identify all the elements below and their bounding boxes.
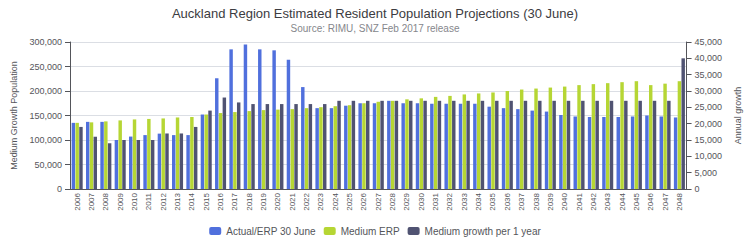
- svg-text:Annual growth: Annual growth: [733, 87, 743, 145]
- svg-text:250,000: 250,000: [29, 62, 62, 72]
- svg-text:2030: 2030: [417, 192, 426, 210]
- svg-text:2010: 2010: [130, 192, 139, 210]
- svg-text:2007: 2007: [87, 192, 96, 210]
- svg-text:2026: 2026: [359, 192, 368, 210]
- svg-text:2031: 2031: [431, 192, 440, 210]
- svg-text:2015: 2015: [202, 192, 211, 210]
- svg-text:2039: 2039: [546, 192, 555, 210]
- svg-text:2033: 2033: [460, 192, 469, 210]
- svg-text:2011: 2011: [144, 192, 153, 210]
- svg-text:2041: 2041: [575, 192, 584, 210]
- svg-text:15,000: 15,000: [695, 135, 723, 145]
- svg-text:2024: 2024: [331, 192, 340, 210]
- svg-text:2027: 2027: [374, 192, 383, 210]
- svg-text:2022: 2022: [302, 192, 311, 210]
- svg-text:2028: 2028: [388, 192, 397, 210]
- svg-text:2047: 2047: [661, 192, 670, 210]
- svg-text:2038: 2038: [532, 192, 541, 210]
- svg-text:2042: 2042: [589, 192, 598, 210]
- svg-text:25,000: 25,000: [695, 102, 723, 112]
- svg-text:200,000: 200,000: [29, 86, 62, 96]
- svg-text:100,000: 100,000: [29, 135, 62, 145]
- svg-text:2008: 2008: [101, 192, 110, 210]
- svg-text:2009: 2009: [116, 192, 125, 210]
- svg-text:2037: 2037: [517, 192, 526, 210]
- svg-text:2017: 2017: [230, 192, 239, 210]
- svg-text:2046: 2046: [646, 192, 655, 210]
- svg-text:20,000: 20,000: [695, 119, 723, 129]
- svg-text:2040: 2040: [560, 192, 569, 210]
- svg-text:2019: 2019: [259, 192, 268, 210]
- svg-text:2012: 2012: [159, 192, 168, 210]
- svg-text:Medium Growth Population: Medium Growth Population: [9, 61, 19, 170]
- svg-text:35,000: 35,000: [695, 70, 723, 80]
- svg-text:2025: 2025: [345, 192, 354, 210]
- svg-text:2043: 2043: [603, 192, 612, 210]
- svg-text:0: 0: [57, 184, 62, 194]
- svg-text:2045: 2045: [632, 192, 641, 210]
- svg-text:0: 0: [695, 184, 700, 194]
- svg-text:2013: 2013: [173, 192, 182, 210]
- svg-text:Medium growth per 1 year: Medium growth per 1 year: [425, 226, 542, 237]
- svg-text:40,000: 40,000: [695, 53, 723, 63]
- svg-text:2032: 2032: [445, 192, 454, 210]
- svg-text:2020: 2020: [273, 192, 282, 210]
- svg-text:2023: 2023: [316, 192, 325, 210]
- svg-text:2036: 2036: [503, 192, 512, 210]
- svg-text:50,000: 50,000: [34, 160, 62, 170]
- svg-text:10,000: 10,000: [695, 151, 723, 161]
- svg-text:Auckland Region Estimated Resi: Auckland Region Estimated Resident Popul…: [172, 6, 578, 21]
- svg-text:5,000: 5,000: [695, 168, 718, 178]
- svg-text:30,000: 30,000: [695, 86, 723, 96]
- svg-text:2034: 2034: [474, 192, 483, 210]
- svg-text:2006: 2006: [73, 192, 82, 210]
- svg-text:Actual/ERP 30 June: Actual/ERP 30 June: [226, 226, 316, 237]
- svg-text:300,000: 300,000: [29, 37, 62, 47]
- svg-text:2048: 2048: [675, 192, 684, 210]
- svg-text:45,000: 45,000: [695, 37, 723, 47]
- svg-text:2018: 2018: [245, 192, 254, 210]
- svg-text:Source: RIMU, SNZ Feb 2017 rel: Source: RIMU, SNZ Feb 2017 release: [291, 23, 460, 34]
- svg-text:2035: 2035: [488, 192, 497, 210]
- svg-text:Medium ERP: Medium ERP: [341, 226, 400, 237]
- svg-text:2021: 2021: [288, 192, 297, 210]
- svg-text:2016: 2016: [216, 192, 225, 210]
- svg-text:2029: 2029: [402, 192, 411, 210]
- svg-text:150,000: 150,000: [29, 111, 62, 121]
- svg-text:2044: 2044: [618, 192, 627, 210]
- svg-text:2014: 2014: [187, 192, 196, 210]
